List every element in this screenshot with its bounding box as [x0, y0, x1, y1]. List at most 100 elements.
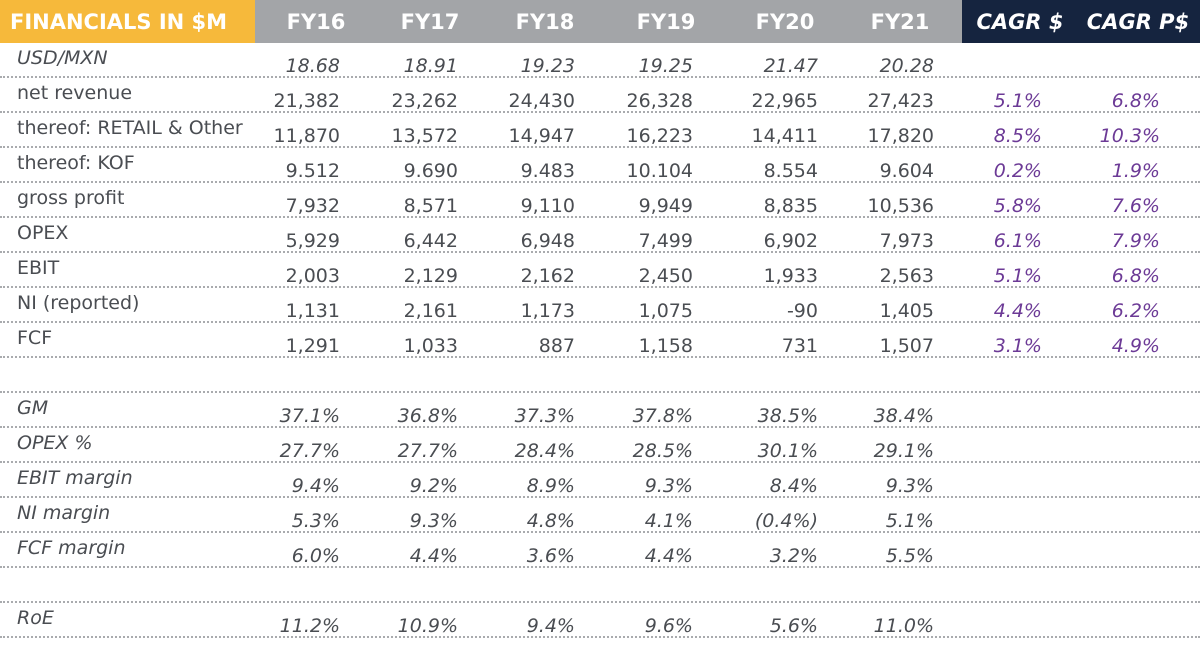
row-label: OPEX % [17, 432, 93, 454]
value-cell: 17,820 [867, 125, 934, 147]
table-row: OPEX 5,929 6,442 6,948 7,499 6,902 7,973 6.1% 7.… [0, 218, 1200, 253]
row-label: NI margin [17, 502, 111, 524]
cagr-cell: 6.8% [1111, 90, 1160, 112]
value-cell: 9.3% [644, 475, 693, 497]
value-cell: 9,949 [638, 195, 693, 217]
value-cell: 4.1% [644, 510, 693, 532]
table-row: thereof: KOF 9.512 9.690 9.483 10.104 8.554 9.… [0, 148, 1200, 183]
value-cell: 8.9% [526, 475, 575, 497]
value-cell: (0.4%) [754, 510, 818, 532]
value-cell: 20.28 [879, 55, 934, 77]
value-cell: 27.7% [279, 440, 340, 462]
value-cell: 1,933 [763, 265, 818, 287]
value-cell: 9.6% [644, 615, 693, 637]
value-cell: 8.554 [763, 160, 818, 182]
value-cell: 16,223 [626, 125, 693, 147]
value-cell: 2,563 [879, 265, 934, 287]
value-cell: 14,411 [751, 125, 818, 147]
value-cell: 9.483 [520, 160, 575, 182]
row-label: FCF margin [17, 537, 126, 559]
value-cell: 5.3% [291, 510, 340, 532]
value-cell: 6.0% [291, 545, 340, 567]
value-cell: 9.604 [879, 160, 934, 182]
row-label: FCF [17, 327, 53, 349]
value-cell: 29.1% [873, 440, 934, 462]
cagr-cell [932, 568, 1042, 603]
value-cell: 9.2% [409, 475, 458, 497]
value-cell: 7,499 [638, 230, 693, 252]
value-cell: 27,423 [867, 90, 934, 112]
value-cell: 11.2% [279, 615, 340, 637]
value-cell: 2,161 [403, 300, 458, 322]
value-cell: 28.5% [632, 440, 693, 462]
value-cell: 24,430 [508, 90, 575, 112]
row-label: GM [17, 397, 49, 419]
table-row: gross profit 7,932 8,571 9,110 9,949 8,835 10,… [0, 183, 1200, 218]
column-header-fy18: FY18 [515, 9, 575, 34]
value-cell: 6,902 [763, 230, 818, 252]
value-cell: 5.1% [885, 510, 934, 532]
row-label: gross profit [17, 187, 125, 209]
value-cell [774, 568, 934, 603]
table-row: FCF 1,291 1,033 887 1,158 731 1,507 3.1% 4.9% [0, 323, 1200, 358]
table-row: RoE 11.2% 10.9% 9.4% 9.6% 5.6% 11.0% [0, 603, 1200, 638]
row-label: thereof: RETAIL & Other [17, 117, 243, 139]
row-label: EBIT [17, 257, 60, 279]
table-row: FCF margin 6.0% 4.4% 3.6% 4.4% 3.2% 5.5% [0, 533, 1200, 568]
value-cell: 13,572 [391, 125, 458, 147]
value-cell: 36.8% [397, 405, 458, 427]
value-cell: 9,110 [520, 195, 575, 217]
table-row: EBIT 2,003 2,129 2,162 2,450 1,933 2,563 5.1% 6.… [0, 253, 1200, 288]
cagr-cell [932, 498, 1042, 533]
value-cell: 1,507 [879, 335, 934, 357]
value-cell: 1,075 [638, 300, 693, 322]
value-cell: 9.690 [403, 160, 458, 182]
value-cell: 2,162 [520, 265, 575, 287]
cagr-cell: 7.6% [1111, 195, 1160, 217]
cagr-cell [932, 43, 1042, 78]
cagr-cell: 6.2% [1111, 300, 1160, 322]
value-cell: 4.8% [526, 510, 575, 532]
cagr-header-band [962, 0, 1200, 43]
value-cell: 10,536 [867, 195, 934, 217]
cagr-cell [1050, 498, 1160, 533]
value-cell: 1,291 [285, 335, 340, 357]
value-cell: 37.3% [514, 405, 575, 427]
value-cell: 1,033 [403, 335, 458, 357]
value-cell: 26,328 [626, 90, 693, 112]
cagr-cell: 8.5% [993, 125, 1042, 147]
value-cell: 8.4% [769, 475, 818, 497]
row-label: OPEX [17, 222, 69, 244]
cagr-cell [1050, 568, 1160, 603]
value-cell: 1,405 [879, 300, 934, 322]
cagr-cell [1050, 358, 1160, 393]
value-cell: 887 [538, 335, 575, 357]
cagr-cell: 5.1% [993, 90, 1042, 112]
value-cell [774, 358, 934, 393]
value-cell: 37.8% [632, 405, 693, 427]
value-cell: 1,131 [285, 300, 340, 322]
cagr-cell: 4.9% [1111, 335, 1160, 357]
value-cell: 18.91 [403, 55, 458, 77]
row-label: thereof: KOF [17, 152, 135, 174]
value-cell: 4.4% [644, 545, 693, 567]
value-cell: 4.4% [409, 545, 458, 567]
table-row [0, 568, 1200, 603]
value-cell: 19.23 [520, 55, 575, 77]
value-cell: 8,571 [403, 195, 458, 217]
value-cell: 21,382 [273, 90, 340, 112]
row-label: USD/MXN [17, 47, 108, 69]
value-cell: -90 [786, 300, 818, 322]
cagr-header-2: CAGR P$ [1086, 9, 1190, 34]
value-cell: 7,973 [879, 230, 934, 252]
value-cell: 6,442 [403, 230, 458, 252]
column-header-fy21: FY21 [870, 9, 930, 34]
value-cell: 1,173 [520, 300, 575, 322]
table-title: FINANCIALS IN $M [0, 0, 255, 43]
row-label: net revenue [17, 82, 133, 104]
column-header-fy16: FY16 [286, 9, 346, 34]
value-cell: 2,450 [638, 265, 693, 287]
column-header-fy17: FY17 [400, 9, 460, 34]
value-cell: 3.2% [769, 545, 818, 567]
